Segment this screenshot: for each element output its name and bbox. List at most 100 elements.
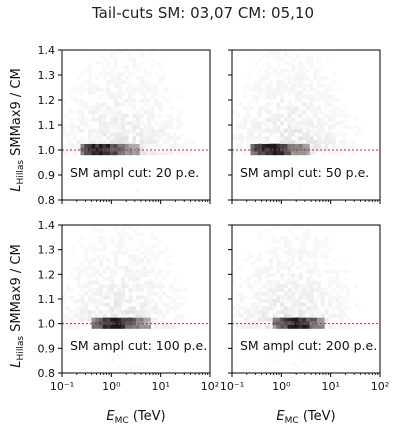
heatmap-cell [276,284,281,289]
heatmap-cell [283,236,288,240]
heatmap-cell [291,83,296,88]
heatmap-cell [287,140,292,144]
heatmap-cell [280,83,284,88]
heatmap-cell [257,291,262,296]
y-tick-label: 1.2 [38,268,56,281]
heatmap-cell [154,310,159,314]
heatmap-cell [76,239,81,244]
heatmap-cell [320,83,325,88]
heatmap-cell [269,228,273,233]
heatmap-cell [161,128,166,133]
heatmap-cell [343,262,347,266]
heatmap-cell [243,258,247,263]
heatmap-cell [261,87,266,92]
heatmap-cell [272,91,277,96]
heatmap-cell [99,95,103,99]
annotation-label: SM ampl cut: 50 p.e. [240,165,369,180]
heatmap-cell [261,53,266,58]
heatmap-cell [113,321,118,326]
heatmap-cell [106,324,111,329]
heatmap-cell [354,117,358,122]
heatmap-cell [265,125,270,129]
heatmap-cell [113,147,118,152]
heatmap-cell [95,76,100,81]
heatmap-cell [147,128,151,133]
heatmap-cell [298,306,303,311]
heatmap-cell [239,136,244,141]
heatmap-cell [154,91,159,96]
heatmap-cell [291,284,296,289]
heatmap-cell [283,324,288,329]
heatmap-cell [335,273,340,277]
y-tick-label: 1.3 [38,244,56,257]
heatmap-cell [154,273,159,277]
heatmap-cell [265,117,270,122]
heatmap-cell [69,254,74,259]
heatmap-cell [84,247,89,252]
heatmap-cell [76,299,81,303]
heatmap-cell [306,143,310,148]
heatmap-cell [136,225,140,229]
heatmap-cell [143,306,148,311]
heatmap-cell [250,140,255,144]
heatmap-cell [113,110,118,114]
heatmap-cell [91,106,96,111]
heatmap-cell [309,147,314,152]
heatmap-cell [328,313,333,318]
heatmap-cell [298,291,303,296]
heatmap-cell [91,287,96,292]
heatmap-cell [154,291,159,296]
heatmap-cell [294,365,299,370]
heatmap-cells [232,225,362,370]
heatmap-cell [324,236,329,240]
heatmap-cell [324,143,329,148]
heatmap-cell [276,102,281,107]
heatmap-cell [139,321,144,326]
heatmap-cell [143,151,148,156]
heatmap-cell [106,110,111,114]
heatmap-cell [143,80,148,84]
heatmap-cell [257,106,262,111]
heatmap-cell [283,151,288,156]
heatmap-cell [80,295,85,300]
heatmap-cell [176,324,181,329]
heatmap-cell [280,91,284,96]
heatmap-cell [102,102,107,107]
heatmap-cell [276,317,281,322]
heatmap-cell [69,269,74,274]
heatmap-cell [124,317,129,322]
heatmap-cell [261,76,266,81]
heatmap-cell [291,225,296,229]
heatmap-cell [117,236,122,240]
heatmap-cell [76,117,81,122]
heatmap-cell [95,87,100,92]
heatmap-cell [165,87,170,92]
heatmap-cell [257,125,262,129]
heatmap-cell [169,284,174,289]
heatmap-cell [257,258,262,263]
heatmap-cell [269,358,273,363]
heatmap-cell [191,321,196,326]
heatmap-cell [324,269,329,274]
heatmap-cell [169,143,174,148]
heatmap-cell [302,151,307,156]
heatmap-cell [320,321,325,326]
heatmap-cell [272,313,277,318]
heatmap-cell [65,151,70,156]
heatmap-cell [331,125,336,129]
heatmap-cell [309,95,314,99]
heatmap-cell [287,53,292,58]
heatmap-cell [158,106,163,111]
heatmap-cell [113,310,118,314]
heatmap-cell [324,83,329,88]
y-tick-label: 1.1 [38,293,56,306]
annotation-box [236,335,376,355]
heatmap-cell [309,151,314,156]
heatmap-cell [254,317,259,322]
heatmap-cell [280,284,284,289]
heatmap-cell [110,291,114,296]
heatmap-cell [276,269,281,274]
heatmap-cell [302,87,307,92]
heatmap-cell [102,110,107,114]
panel-2: SM ampl cut: 50 p.e. [228,49,381,204]
